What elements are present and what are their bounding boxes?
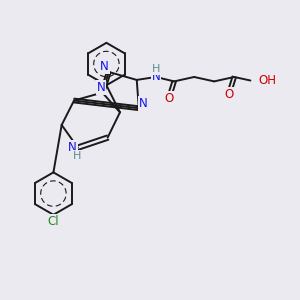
- Text: OH: OH: [259, 74, 277, 87]
- Text: N: N: [139, 97, 148, 110]
- Text: O: O: [224, 88, 233, 100]
- Text: Cl: Cl: [48, 215, 59, 228]
- Text: N: N: [152, 70, 160, 83]
- Text: H: H: [73, 151, 82, 161]
- Text: O: O: [164, 92, 173, 105]
- Text: H: H: [152, 64, 160, 74]
- Text: N: N: [97, 81, 105, 94]
- Text: N: N: [100, 60, 109, 73]
- Text: N: N: [68, 141, 77, 154]
